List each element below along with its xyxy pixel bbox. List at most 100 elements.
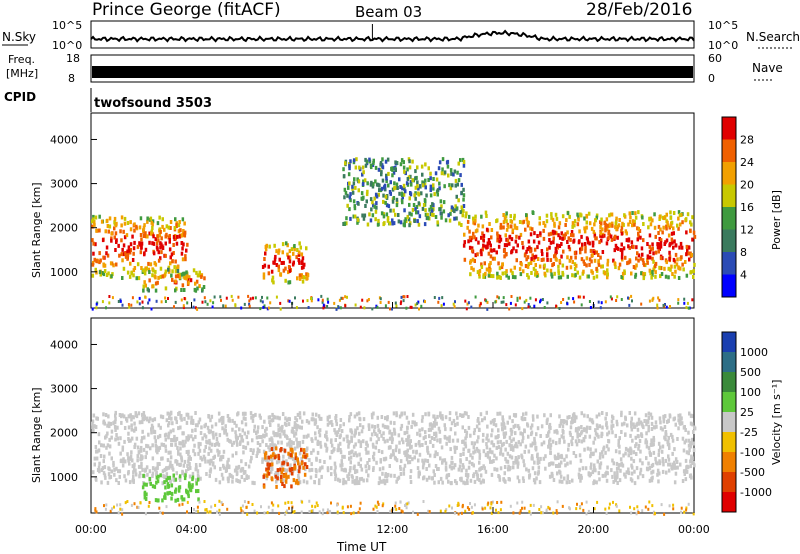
velocity-cell	[650, 438, 653, 443]
velocity-cell	[209, 429, 212, 434]
power-cell	[361, 298, 364, 302]
velocity-cell	[314, 412, 318, 417]
vel-cbar-tick: -1000	[740, 486, 772, 499]
velocity-cell	[612, 461, 615, 466]
velocity-cell	[102, 459, 105, 464]
velocity-cell	[569, 425, 573, 430]
velocity-cell	[126, 452, 129, 457]
power-cell	[186, 242, 189, 247]
velocity-cell	[91, 419, 95, 424]
velocity-cell	[671, 462, 675, 467]
velocity-cell	[472, 472, 476, 477]
velocity-cell	[211, 430, 215, 435]
power-cell	[375, 182, 379, 187]
power-cell	[562, 233, 565, 238]
power-cell	[661, 230, 664, 235]
velocity-cell	[399, 500, 402, 504]
power-cell	[151, 273, 154, 278]
power-cell	[352, 158, 356, 163]
velocity-cell	[180, 458, 184, 463]
power-cell	[169, 255, 172, 260]
velocity-cell	[382, 436, 385, 441]
velocity-cell	[295, 418, 299, 423]
beam-label: Beam 03	[355, 3, 422, 21]
velocity-cell	[117, 441, 121, 446]
velocity-cell	[281, 412, 285, 416]
velocity-cell	[647, 416, 651, 420]
power-cell	[403, 219, 406, 224]
velocity-cell	[247, 475, 250, 480]
power-cell	[295, 306, 298, 310]
velocity-cell	[140, 456, 144, 461]
power-cell	[385, 212, 389, 217]
velocity-cell	[314, 505, 317, 509]
power-cell	[147, 261, 150, 266]
velocity-cell	[464, 444, 468, 449]
velocity-cell	[114, 428, 117, 432]
power-cell	[498, 266, 502, 271]
velocity-cell	[143, 491, 146, 496]
power-cell	[433, 296, 436, 299]
velocity-cell	[266, 473, 269, 478]
velocity-cell	[530, 423, 534, 428]
power-cell	[345, 221, 348, 226]
power-cell	[535, 273, 539, 278]
velocity-cell	[565, 480, 569, 485]
power-cell	[502, 225, 505, 230]
power-cell	[641, 258, 645, 263]
power-cell	[454, 300, 456, 304]
velocity-cell	[627, 471, 631, 476]
power-cell	[275, 249, 278, 254]
velocity-cell	[155, 472, 158, 477]
power-cell	[178, 220, 181, 224]
velocity-cell	[249, 411, 253, 416]
velocity-cell	[498, 411, 502, 416]
velocity-cell	[222, 449, 226, 454]
velocity-cell	[284, 433, 287, 438]
power-cell	[327, 300, 330, 304]
power-ytick-label: 4000	[50, 133, 78, 146]
power-cell	[152, 241, 156, 246]
velocity-cell	[261, 425, 264, 430]
power-cell	[604, 225, 607, 230]
velocity-cell	[503, 471, 506, 476]
velocity-cell	[491, 500, 494, 504]
velocity-cell	[592, 451, 595, 456]
power-cell	[549, 268, 553, 273]
power-cell	[511, 275, 515, 279]
velocity-cell	[310, 467, 314, 472]
power-cell	[480, 214, 483, 219]
velocity-cell	[113, 505, 115, 509]
power-cell	[584, 249, 587, 254]
velocity-cell	[356, 426, 359, 431]
velocity-cell	[113, 472, 116, 477]
power-cell	[448, 218, 452, 223]
velocity-cell	[355, 469, 359, 474]
velocity-cell	[443, 434, 447, 439]
power-cell	[527, 239, 531, 244]
power-cell	[553, 230, 557, 235]
power-cell	[168, 247, 172, 252]
power-cell	[159, 245, 162, 250]
power-cell	[234, 304, 237, 308]
power-cell	[344, 304, 347, 308]
power-cell	[564, 223, 567, 227]
power-cell	[146, 234, 149, 239]
power-cell	[499, 222, 503, 227]
velocity-cell	[300, 461, 304, 466]
power-cell	[482, 238, 485, 243]
velocity-cell	[478, 453, 482, 457]
power-cell	[576, 270, 579, 275]
velocity-cell	[635, 452, 638, 456]
velocity-cell	[467, 465, 471, 470]
velocity-cell	[154, 498, 158, 503]
velocity-cell	[501, 427, 504, 432]
velocity-cell	[468, 507, 471, 511]
velocity-cell	[311, 504, 314, 508]
power-cell	[391, 221, 394, 226]
power-cell	[296, 276, 299, 281]
velocity-cell	[209, 418, 212, 423]
velocity-cell	[482, 464, 485, 469]
power-cell	[98, 228, 101, 233]
velocity-cell	[119, 436, 122, 441]
